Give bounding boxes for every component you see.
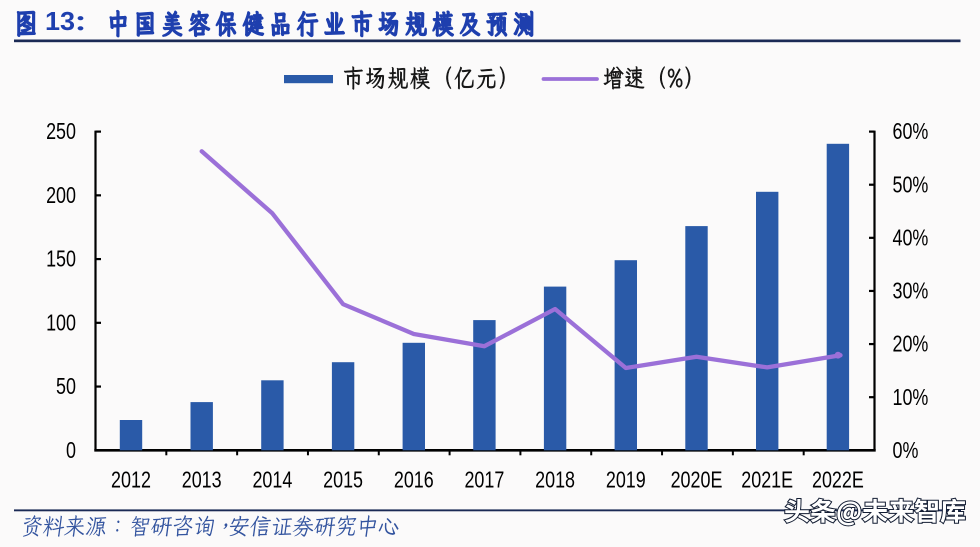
svg-text:2019: 2019 (606, 467, 646, 493)
svg-text:2012: 2012 (111, 467, 151, 493)
svg-text:2016: 2016 (394, 467, 434, 493)
svg-text:2022E: 2022E (812, 467, 864, 493)
svg-text:2021E: 2021E (741, 467, 793, 493)
svg-text:250: 250 (46, 119, 76, 145)
svg-text:30%: 30% (892, 278, 928, 304)
svg-text:0%: 0% (892, 438, 918, 464)
svg-text:2015: 2015 (323, 467, 363, 493)
svg-text:50%: 50% (892, 172, 928, 198)
svg-text:13: 13 (45, 7, 75, 36)
svg-text:200: 200 (46, 183, 76, 209)
svg-text:60%: 60% (892, 119, 928, 145)
svg-text:150: 150 (46, 247, 76, 273)
svg-text:2018: 2018 (535, 467, 575, 493)
svg-text:2014: 2014 (252, 467, 292, 493)
svg-text:100: 100 (46, 310, 76, 336)
svg-text:2017: 2017 (464, 467, 504, 493)
svg-text:50: 50 (56, 374, 76, 400)
svg-text:20%: 20% (892, 332, 928, 358)
svg-text:0: 0 (66, 438, 76, 464)
svg-text:10%: 10% (892, 385, 928, 411)
svg-text:2020E: 2020E (671, 467, 723, 493)
svg-text:2013: 2013 (182, 467, 222, 493)
svg-text:40%: 40% (892, 225, 928, 251)
